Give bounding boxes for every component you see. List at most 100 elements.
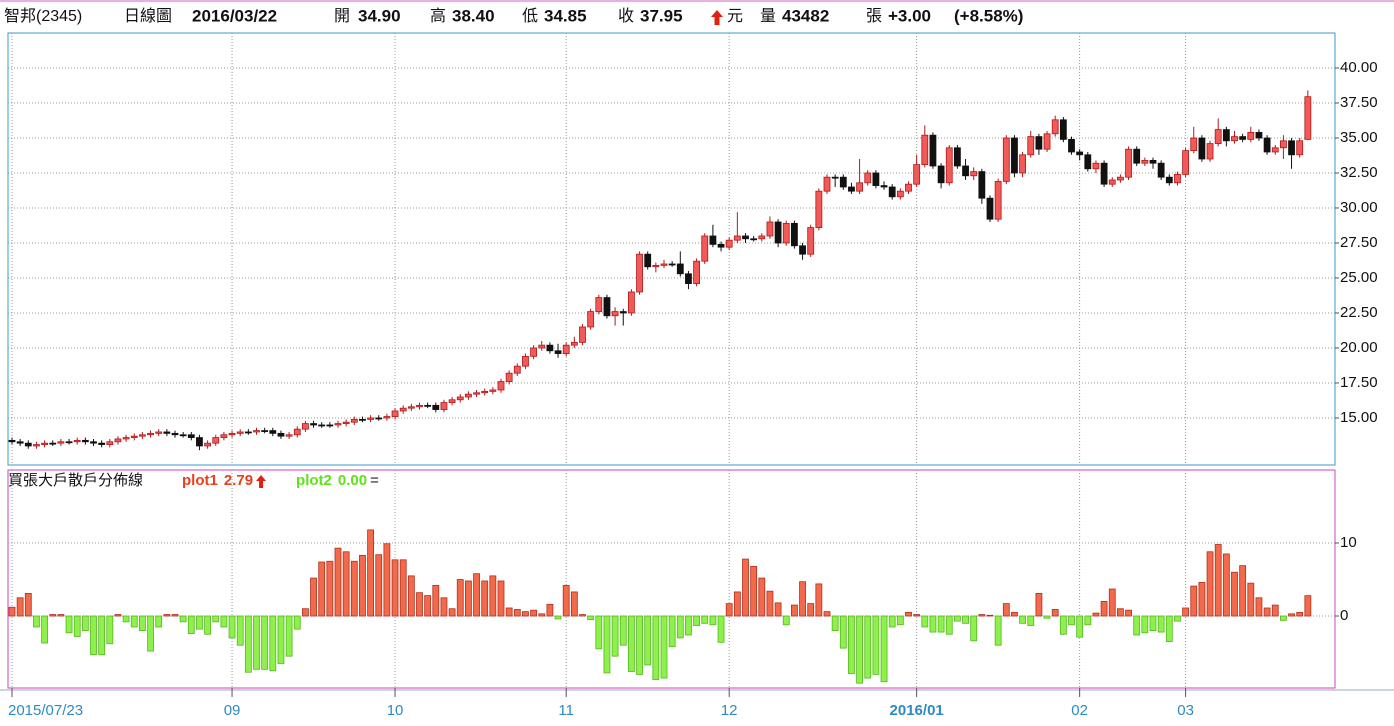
- histogram-bar: [1027, 615, 1035, 626]
- candle-body: [269, 430, 277, 434]
- histogram-bar: [155, 615, 163, 628]
- histogram-bar: [570, 591, 578, 617]
- histogram-bar: [954, 615, 961, 622]
- histogram-bar: [945, 615, 953, 635]
- histogram-bar: [399, 559, 407, 617]
- candle-body: [856, 182, 863, 192]
- y-tick-label: 32.50: [1340, 164, 1378, 181]
- candle-body: [1027, 136, 1035, 156]
- histogram-bar: [1011, 611, 1018, 617]
- histogram-bar: [269, 615, 277, 672]
- candle-body: [1198, 137, 1206, 160]
- candle-body: [685, 273, 692, 284]
- histogram-bar: [1108, 588, 1116, 617]
- candle-body: [1043, 133, 1051, 150]
- unit: 元: [727, 8, 743, 25]
- y-tick-label: 17.50: [1340, 374, 1378, 391]
- histogram-bar: [1002, 603, 1010, 617]
- candle-body: [1011, 137, 1018, 174]
- candle-body: [619, 311, 627, 314]
- histogram-bar: [1084, 615, 1092, 626]
- histogram-bar: [473, 573, 480, 617]
- histogram-bar: [644, 615, 652, 666]
- candle-body: [652, 264, 660, 268]
- histogram-bar: [1206, 551, 1214, 617]
- x-tick-label: 10: [387, 702, 404, 719]
- candle-body: [456, 396, 464, 401]
- candle-body: [970, 171, 978, 177]
- histogram-bar: [1165, 615, 1173, 642]
- histogram-bar: [228, 615, 236, 639]
- candle-body: [562, 344, 570, 354]
- candle-body: [1059, 119, 1067, 140]
- candle-body: [1296, 140, 1304, 156]
- candle-body: [334, 423, 342, 426]
- histogram-bar: [554, 615, 562, 620]
- candle-body: [236, 431, 244, 434]
- histogram-bar: [1222, 553, 1230, 617]
- histogram-bar: [33, 615, 40, 628]
- candle-body: [179, 434, 187, 437]
- histogram-bar: [130, 615, 138, 628]
- histogram-bar: [693, 615, 700, 626]
- candle-body: [1271, 147, 1279, 153]
- histogram-bar: [375, 554, 383, 617]
- histogram-bar: [905, 611, 912, 617]
- candle-body: [277, 432, 285, 437]
- histogram-bar: [342, 551, 350, 617]
- candle-body: [709, 235, 717, 245]
- histogram-bar: [236, 615, 244, 646]
- histogram-bar: [839, 615, 847, 649]
- date: 2016/03/22: [192, 6, 277, 25]
- candle-body: [407, 406, 415, 409]
- legend-name: plot1: [182, 472, 218, 489]
- histogram-bar: [383, 543, 391, 617]
- candle-body: [33, 444, 40, 447]
- histogram-bar: [16, 597, 24, 617]
- candle-body: [326, 424, 334, 427]
- histogram-bar: [880, 615, 888, 683]
- candle-body: [1076, 151, 1084, 156]
- candle-body: [464, 393, 472, 398]
- histogram-bar: [856, 615, 863, 684]
- price-panel: [7, 32, 1336, 466]
- histogram-bar: [742, 558, 749, 617]
- histogram-bar: [1059, 615, 1067, 635]
- histogram-bar: [986, 614, 994, 617]
- histogram-bar: [65, 615, 73, 634]
- candle-body: [440, 402, 448, 410]
- histogram-bar: [359, 555, 366, 617]
- histogram-bar: [913, 614, 921, 617]
- candle-body: [1149, 159, 1157, 164]
- candle-body: [807, 227, 815, 255]
- histogram-bar: [244, 615, 252, 673]
- candle-body: [611, 311, 619, 317]
- histogram-bar: [106, 615, 114, 645]
- y-tick-label: 22.50: [1340, 304, 1378, 321]
- histogram-bar: [138, 615, 146, 632]
- histogram-bar: [261, 615, 269, 670]
- x-tick-label: 02: [1071, 702, 1088, 719]
- histogram-bar: [505, 607, 513, 617]
- candle-body: [90, 441, 97, 444]
- candle-body: [1157, 162, 1165, 178]
- histogram-bar: [497, 580, 505, 617]
- candle-body: [644, 253, 652, 268]
- candle-body: [815, 190, 823, 228]
- histogram-bar: [562, 584, 570, 617]
- histogram-bar: [49, 614, 57, 617]
- histogram-bar: [1035, 592, 1043, 617]
- histogram-bar: [962, 615, 969, 624]
- candle-body: [782, 222, 790, 244]
- histogram-bar: [57, 614, 65, 617]
- histogram-bar: [522, 611, 529, 617]
- histogram-bar: [212, 615, 220, 623]
- candle-body: [717, 243, 725, 248]
- histogram-bar: [815, 583, 823, 617]
- candle-body: [888, 186, 896, 198]
- histogram-bar: [978, 614, 986, 617]
- candle-body: [742, 235, 749, 240]
- candle-body: [122, 437, 130, 440]
- candle-body: [587, 311, 595, 328]
- histogram-bar: [791, 604, 798, 617]
